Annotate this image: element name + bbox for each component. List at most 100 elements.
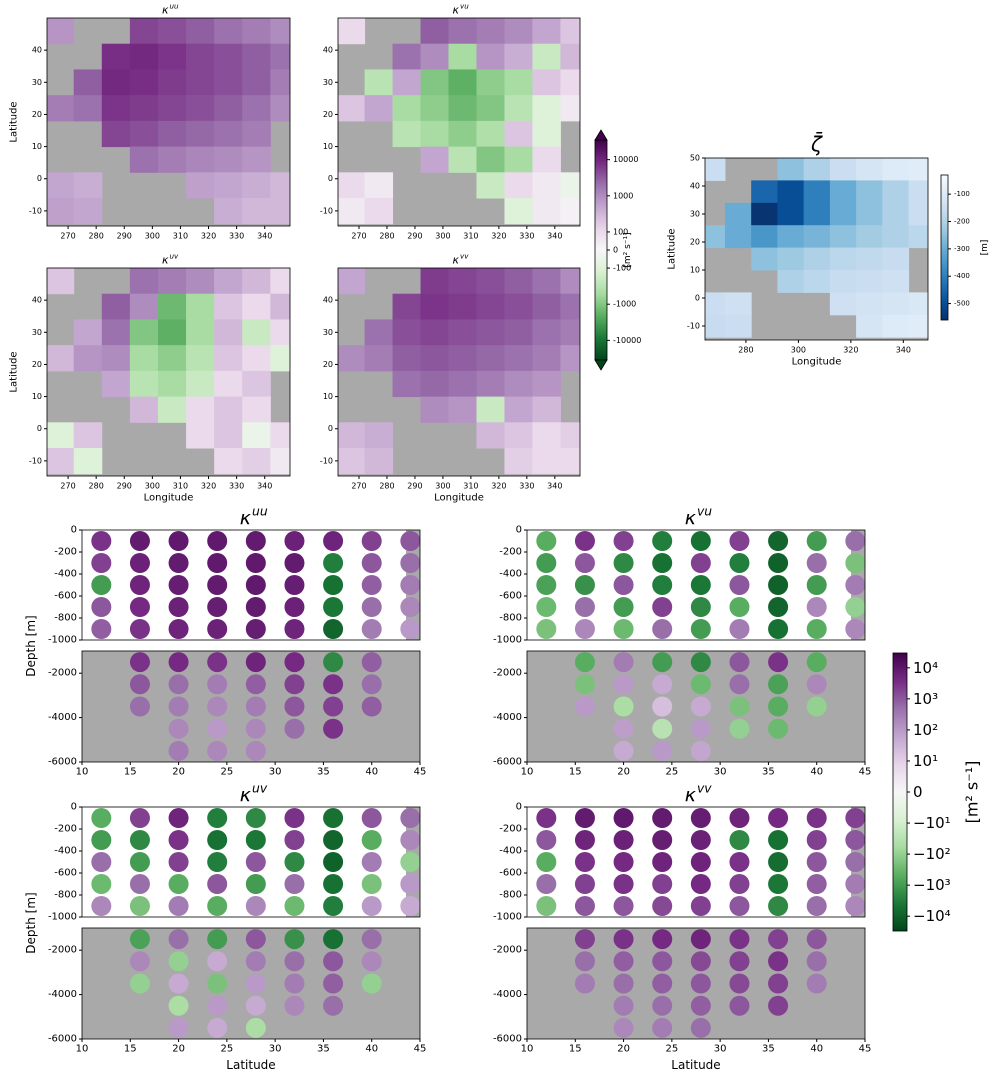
heatmap-cell [856,247,883,271]
section-dot [168,830,189,850]
section-dot [400,619,420,639]
heatmap-cell [420,120,450,148]
heatmap-cell [829,225,857,249]
section-dot [806,531,827,551]
plot-frame [526,650,866,763]
colorbar-tick-label: 10⁴ [913,659,938,677]
heatmap-cell [476,293,505,320]
section-dot [729,619,750,639]
y-tick-label: -6000 [493,757,522,768]
colorbar-label: [m] [980,240,990,256]
x-tick-label: 300 [791,346,806,355]
section-dot [729,531,750,551]
section-dot [129,852,150,872]
heatmap-cell [186,69,215,96]
heatmap-cell [420,396,450,423]
section-dot [168,696,189,717]
section-dot [613,808,634,828]
section-dots [91,808,420,916]
section-dot [729,896,750,916]
section-dot [690,874,711,894]
heatmap-cell [803,270,831,293]
section-dot [613,718,634,739]
heatmap-cell [73,69,103,96]
section-dot [129,553,150,573]
y-tick-label: 20 [690,238,700,247]
heatmap-cell [420,18,450,45]
heatmap-cell [856,202,883,226]
section-dot [652,808,673,828]
heatmap-cell [73,95,103,122]
chart-title: κ [162,4,169,17]
y-tick-label: -200 [54,547,77,558]
heatmap-cell [829,247,857,271]
x-tick-label: 10 [521,1044,534,1055]
section-dot [245,830,266,850]
section-dot [652,619,673,639]
section-dot [729,874,750,894]
heatmap-cell [214,95,243,122]
x-tick-label: 280 [89,482,104,491]
y-tick-label: -600 [54,591,77,602]
x-tick-label: 340 [547,232,562,241]
section-dot [361,531,382,551]
y-tick-label: 0 [71,802,77,813]
plot-frame [46,267,291,477]
section-dot [806,852,827,872]
x-tick-label: 10 [521,767,534,778]
x-tick-label: 280 [738,346,753,355]
heatmap-cell [448,18,477,45]
x-tick-label: 310 [173,232,188,241]
chart-title-superscript: vu [697,504,712,518]
section-dot [768,553,789,573]
section-dot [690,674,711,695]
heatmap-cell [882,158,910,181]
y-axis-label: Latitude [9,351,20,392]
heatmap-cells [338,268,580,475]
y-tick-label: 10 [32,392,42,401]
heatmap-cell [724,225,752,249]
section-dot [400,553,420,573]
section-dot [768,896,789,916]
heatmap-cell [448,120,477,148]
heatmap-cell [338,198,366,225]
heatmap-cell [47,198,75,225]
chart-title: κ [240,507,252,529]
heatmap-cell [882,202,910,226]
heatmap-cell [504,319,533,346]
heatmap-cell [448,319,477,346]
heatmap-cell [829,180,857,204]
y-tick-label: 20 [32,110,42,119]
x-tick-label: 25 [220,767,233,778]
heatmap-cell [242,18,271,45]
x-axis-label: Latitude [226,1058,275,1072]
section-dot [613,740,634,761]
y-tick-label: -4000 [493,989,522,1000]
colorbar-tick-label: -10000 [613,336,641,345]
section-dot [729,808,750,828]
section-dot [129,830,150,850]
heatmap-cell [270,268,290,295]
heatmap-cell [214,69,243,96]
section-dot [361,830,382,850]
heatmap-cell [420,293,450,320]
section-dot [129,896,150,916]
heatmap-cell [751,202,778,226]
section-dot [613,830,634,850]
heatmap-cell [829,158,857,181]
section-dot [323,619,344,639]
heatmap-cell [560,198,580,225]
section-dot [768,929,789,950]
x-tick-label: 10 [76,767,89,778]
section-dot [284,718,305,739]
section-dot [323,874,344,894]
heatmap-cell [129,69,159,96]
heatmap-cell [73,319,103,346]
section-dot [652,951,673,972]
heatmap-cell [157,120,187,148]
x-tick-label: 15 [569,1044,582,1055]
section-dot [536,852,557,872]
section-dot [652,696,673,717]
heatmap-cell [504,146,533,173]
heatmap-cell [214,146,243,173]
